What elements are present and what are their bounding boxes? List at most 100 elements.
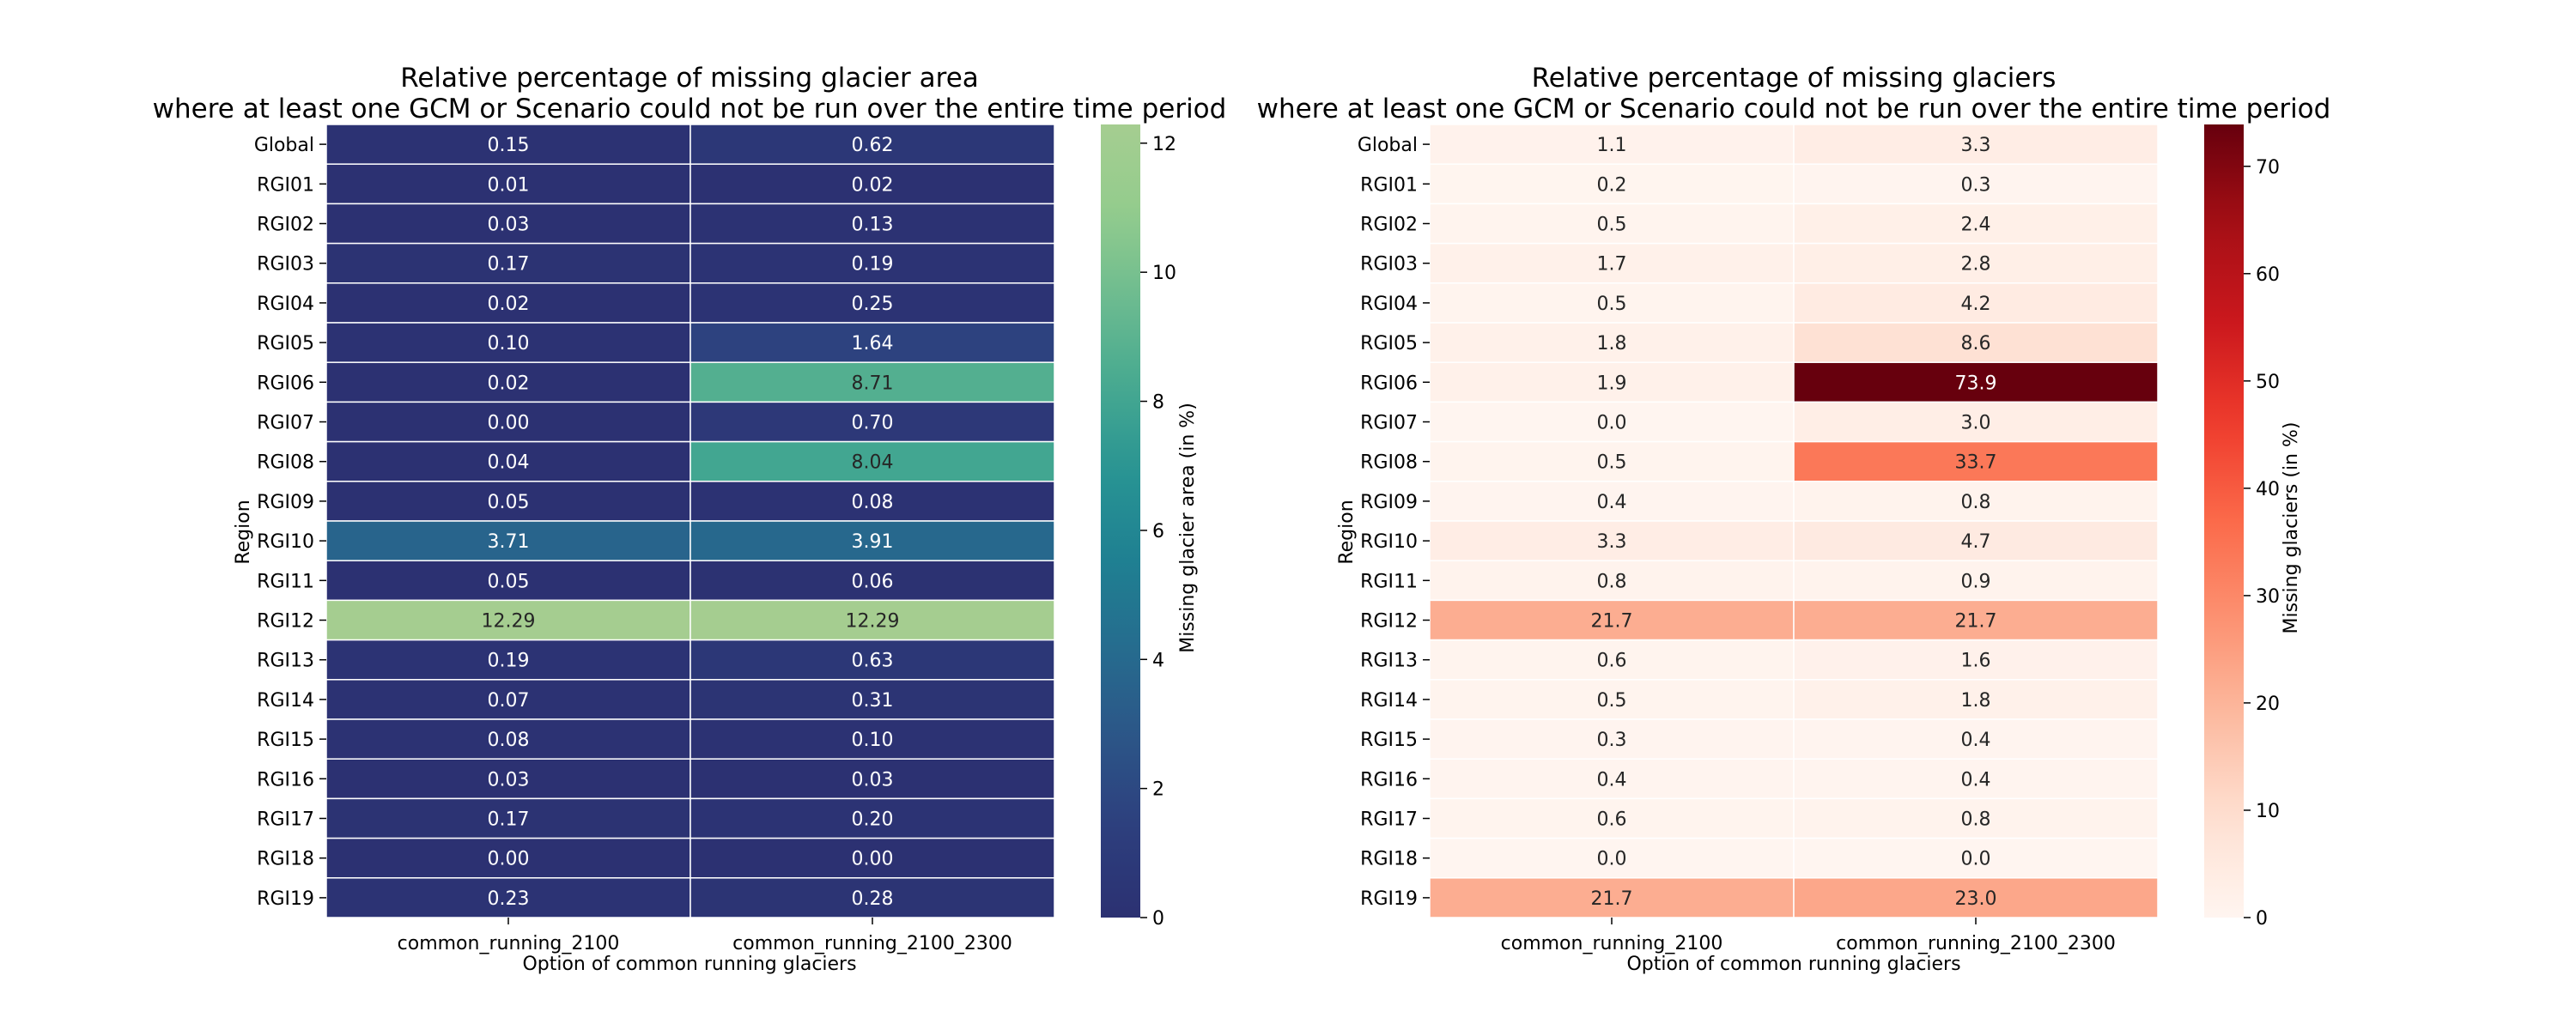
cell-value-label: 0.10 — [488, 333, 530, 354]
cell-value-label: 21.7 — [1591, 888, 1633, 910]
heatmap-cell — [1793, 877, 2159, 918]
cell-value-label: 0.25 — [852, 294, 894, 315]
colorbar-tick-label: 12 — [1152, 134, 1176, 155]
cell-value-label: 23.0 — [1955, 888, 1997, 910]
x-tick-label: common_running_2100_2300 — [1836, 933, 2116, 954]
y-tick-label: RGI17 — [257, 809, 314, 831]
y-axis-label: Region — [233, 500, 254, 564]
colorbar-tick-label: 60 — [2256, 264, 2280, 286]
cell-value-label: 2.4 — [1961, 215, 1991, 236]
colorbar-tick-label: 20 — [2256, 694, 2280, 715]
heatmap-cell — [690, 599, 1055, 641]
cell-value-label: 8.71 — [852, 373, 894, 394]
y-tick-label: RGI02 — [257, 215, 314, 236]
cell-value-label: 33.7 — [1955, 452, 1997, 474]
heatmap-cell — [1793, 242, 2159, 284]
y-tick-label: RGI13 — [257, 651, 314, 672]
cell-value-label: 0.19 — [488, 651, 530, 672]
cell-value-label: 0.5 — [1597, 215, 1627, 236]
chart-title-line2: where at least one GCM or Scenario could… — [153, 94, 1227, 124]
colorbar-tick-label: 8 — [1152, 392, 1164, 414]
heatmap-cell — [690, 481, 1055, 522]
y-tick-label: RGI12 — [257, 611, 314, 633]
heatmap-cell — [1793, 797, 2159, 839]
heatmap-cell — [690, 520, 1055, 561]
heatmap-cell — [1793, 520, 2159, 561]
heatmap-cell — [1429, 758, 1795, 800]
cell-value-label: 0.3 — [1597, 730, 1627, 751]
heatmap-cell — [325, 599, 691, 641]
heatmap-cell — [690, 203, 1055, 245]
cell-value-label: 1.8 — [1597, 333, 1627, 354]
cell-value-label: 0.5 — [1597, 690, 1627, 712]
y-tick-label: RGI08 — [1360, 452, 1418, 474]
y-tick-label: RGI10 — [1360, 531, 1418, 553]
y-tick-label: RGI18 — [257, 849, 314, 870]
y-axis-label: Region — [1336, 500, 1358, 564]
colorbar-tick-label: 10 — [1152, 263, 1176, 284]
cell-value-label: 0.2 — [1597, 174, 1627, 196]
y-tick-label: RGI11 — [1360, 571, 1418, 592]
y-tick-labels: Global RGI01 RGI02 RGI03 RGI04 RGI05 RGI06 RGI0… — [1358, 135, 1430, 910]
y-tick-label: RGI01 — [257, 174, 314, 196]
heatmap-cell — [1429, 203, 1795, 245]
x-tick-labels: common_running_2100 common_running_2100_2… — [398, 918, 1012, 954]
heatmap-cells: 1.1 3.3 0.2 0.3 0.5 2.4 1.7 2.8 0.5 4.2 1.8 8.6 1.9 7… — [1429, 124, 2159, 918]
chart-title-line1: Relative percentage of missing glaciers — [1532, 63, 2057, 94]
cell-value-label: 0.02 — [852, 174, 894, 196]
cell-value-label: 3.91 — [852, 531, 894, 553]
heatmap-cell — [1793, 401, 2159, 443]
colorbar: 0 10 20 30 40 50 60 70 — [2204, 124, 2280, 930]
cell-value-label: 0.4 — [1961, 769, 1991, 791]
cell-value-label: 1.9 — [1597, 373, 1627, 394]
cell-value-label: 1.8 — [1961, 690, 1991, 712]
cell-value-label: 0.0 — [1597, 849, 1627, 870]
y-tick-label: RGI19 — [257, 888, 314, 910]
cell-value-label: 0.4 — [1961, 730, 1991, 751]
cell-value-label: 0.08 — [852, 492, 894, 513]
heatmap-cell — [690, 361, 1055, 403]
heatmap-cell — [1793, 440, 2159, 482]
cell-value-label: 8.6 — [1961, 333, 1991, 354]
cell-value-label: 0.0 — [1597, 413, 1627, 434]
cell-value-label: 0.28 — [852, 888, 894, 910]
y-tick-label: RGI15 — [1360, 730, 1418, 751]
y-tick-label: RGI14 — [1360, 690, 1418, 712]
y-tick-label: RGI02 — [1360, 215, 1418, 236]
cell-value-label: 0.03 — [488, 769, 530, 791]
cell-value-label: 0.9 — [1961, 571, 1991, 592]
y-tick-label: RGI03 — [257, 254, 314, 276]
heatmap-cell — [325, 560, 691, 602]
cell-value-label: 0.13 — [852, 215, 894, 236]
colorbar-gradient — [2204, 124, 2244, 918]
colorbar-tick-label: 70 — [2256, 157, 2280, 179]
x-axis-label: Option of common running glaciers — [1626, 954, 1960, 975]
chart-title-line2: where at least one GCM or Scenario could… — [1257, 94, 2331, 124]
cell-value-label: 0.23 — [488, 888, 530, 910]
x-tick-label: common_running_2100 — [1501, 933, 1723, 954]
y-tick-label: RGI03 — [1360, 254, 1418, 276]
cell-value-label: 1.6 — [1961, 651, 1991, 672]
y-tick-label: RGI17 — [1360, 809, 1418, 831]
cell-value-label: 0.05 — [488, 492, 530, 513]
colorbar: 0 2 4 6 8 10 12 — [1101, 124, 1176, 930]
cell-value-label: 8.04 — [852, 452, 894, 474]
cell-value-label: 0.0 — [1961, 849, 1991, 870]
cell-value-label: 0.03 — [488, 215, 530, 236]
y-tick-label: RGI07 — [257, 413, 314, 434]
cell-value-label: 21.7 — [1955, 611, 1997, 633]
cell-value-label: 12.29 — [846, 611, 900, 633]
heatmap-cell — [1793, 282, 2159, 324]
cell-value-label: 2.8 — [1961, 254, 1991, 276]
cell-value-label: 0.00 — [852, 849, 894, 870]
heatmap-cell — [1793, 163, 2159, 205]
y-tick-labels: Global RGI01 RGI02 RGI03 RGI04 RGI05 RGI06 RGI0… — [254, 135, 326, 910]
heatmap-panel-area: Relative percentage of missing glacier a… — [153, 63, 1227, 975]
colorbar-tick-label: 50 — [2256, 372, 2280, 393]
y-tick-label: RGI11 — [257, 571, 314, 592]
cell-value-label: 0.17 — [488, 809, 530, 831]
y-tick-label: RGI09 — [257, 492, 314, 513]
colorbar-tick-label: 10 — [2256, 801, 2280, 822]
heatmap-cell — [325, 837, 691, 879]
colorbar-label: Missing glacier area (in %) — [1177, 403, 1199, 653]
